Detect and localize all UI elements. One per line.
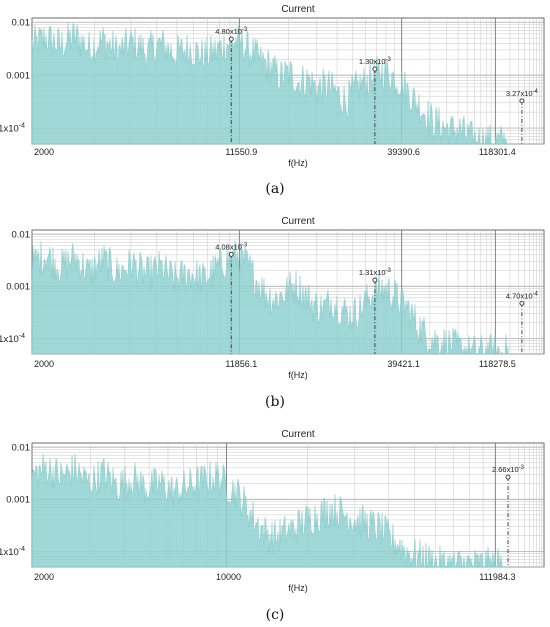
panel-2: 4.08x10-3 1.31x10-3 4.70x10-4 0.01 0.001 1x10… — [0, 216, 545, 410]
peak-marker-dot — [228, 36, 234, 42]
x-tick-label: 2000 — [34, 147, 54, 157]
peak-label: 4.80x10-3 — [215, 27, 248, 36]
x-tick-label: 39390.6 — [387, 147, 420, 157]
panel-title: Current — [281, 216, 315, 227]
x-tick-label: 118301.4 — [479, 147, 516, 157]
peak-label: 2.66x10-3 — [492, 465, 525, 474]
peak-marker-dot — [372, 66, 378, 72]
x-tick-label: 10000 — [216, 572, 241, 582]
peak-marker-dot — [372, 277, 378, 283]
peak-label: 4.70x10-4 — [506, 291, 539, 300]
x-tick-label: 2000 — [34, 359, 54, 369]
peak-marker-dot — [505, 474, 511, 480]
x-tick-label: 118278.5 — [479, 359, 516, 369]
panel-1: 4.80x10-3 1.30x10-3 3.27x10-4 0.01 0.001 1x10… — [0, 4, 545, 197]
x-tick-label: 2000 — [34, 572, 54, 582]
peak-marker-dot — [519, 98, 525, 104]
y-tick-label: 0.001 — [6, 495, 30, 506]
y-tick-label: 0.01 — [12, 18, 31, 29]
spectrum-area — [31, 240, 509, 355]
y-tick-label: 1x10-4 — [0, 123, 25, 135]
y-tick-label: 0.01 — [12, 230, 31, 241]
y-tick-label: 0.001 — [6, 282, 30, 293]
spectrum-area — [31, 453, 509, 568]
x-tick-label: 39421.1 — [387, 359, 420, 369]
peak-label: 3.27x10-4 — [506, 89, 539, 98]
x-axis-label: f(Hz) — [288, 370, 308, 380]
x-axis-label: f(Hz) — [288, 158, 308, 168]
x-axis-label: f(Hz) — [288, 583, 308, 593]
panel-3: 2.66x10-3 0.01 0.001 1x10-4 2000 10000 111984.… — [0, 429, 545, 623]
y-tick-label: 1x10-4 — [0, 333, 25, 345]
panel-title: Current — [281, 429, 315, 440]
y-tick-label: 0.01 — [12, 443, 31, 454]
spectrum-area — [31, 22, 509, 145]
peak-marker-dot — [519, 300, 525, 306]
y-tick-label: 1x10-4 — [0, 546, 25, 558]
peak-label: 1.31x10-3 — [359, 268, 392, 277]
x-tick-label: 111984.3 — [479, 572, 515, 582]
peak-marker-dot — [228, 251, 234, 257]
x-tick-label: 11550.9 — [225, 147, 257, 157]
panel-caption: (a) — [265, 181, 284, 197]
panel-caption: (b) — [265, 394, 285, 410]
x-tick-label: 11856.1 — [225, 359, 257, 369]
panel-caption: (c) — [266, 607, 285, 623]
peak-label: 1.30x10-3 — [359, 57, 392, 66]
peak-label: 4.08x10-3 — [215, 242, 248, 251]
y-tick-label: 0.001 — [6, 71, 30, 82]
panel-title: Current — [281, 4, 315, 15]
